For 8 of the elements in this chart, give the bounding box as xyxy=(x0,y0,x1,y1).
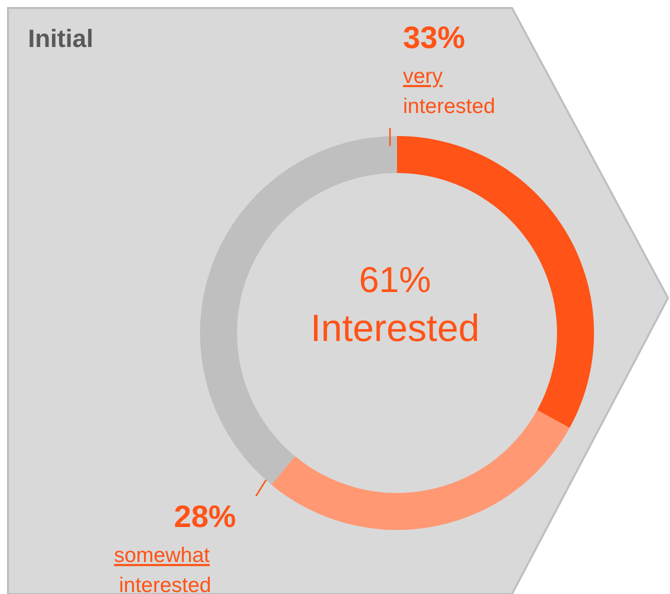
data-label: 33% xyxy=(403,20,466,55)
data-label: 28% xyxy=(174,499,236,534)
text: Interested xyxy=(310,308,480,350)
slice-label: somewhat interested xyxy=(114,544,212,594)
donut-slice xyxy=(271,410,570,530)
text: 61% xyxy=(358,259,432,300)
chart-title: Initial xyxy=(28,25,94,53)
slice-label: very interested xyxy=(403,65,496,118)
